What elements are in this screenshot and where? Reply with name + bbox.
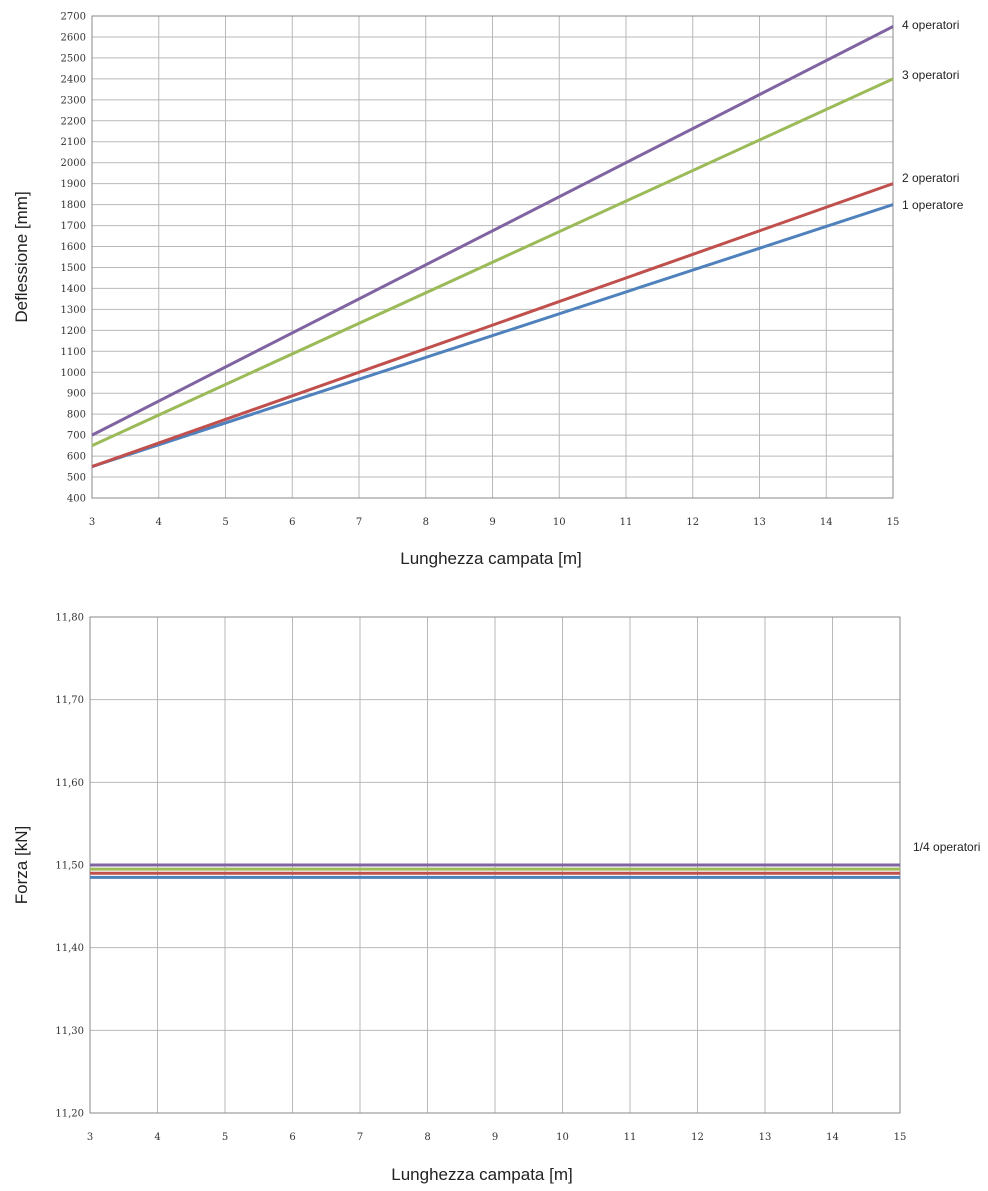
y-tick-label: 1000	[61, 368, 86, 379]
y-tick-label: 1600	[61, 242, 86, 253]
x-tick-labels: 3 4 5 6 7 8 9 10 11 12 13 14 15	[87, 1132, 907, 1143]
y-tick-label: 2600	[61, 32, 86, 43]
y-tick-label: 11,80	[55, 613, 84, 624]
y-tick-label: 1800	[61, 200, 86, 211]
series-labels: 1 operatore 2 operatori 3 operatori 4 opera…	[902, 18, 964, 212]
y-tick-label: 900	[67, 389, 86, 400]
y-tick-label: 2300	[61, 95, 86, 106]
x-tick-label: 3	[89, 517, 95, 528]
x-tick-label: 8	[424, 1132, 430, 1143]
y-tick-label: 1300	[61, 305, 86, 316]
series-lines	[91, 25, 894, 468]
y-tick-label: 800	[67, 410, 86, 421]
deflection-chart: 400 500 600 700 800 900 1000 1100 1200 1300 1400 15…	[12, 12, 964, 569]
y-tick-label: 1500	[61, 263, 86, 274]
y-tick-label: 1200	[61, 326, 86, 337]
y-tick-labels: 400 500 600 700 800 900 1000 1100 1200 1300 1400 15…	[61, 12, 86, 505]
y-tick-label: 1400	[61, 284, 86, 295]
x-tick-label: 11	[624, 1132, 637, 1143]
x-tick-label: 5	[222, 517, 228, 528]
x-tick-label: 13	[753, 517, 766, 528]
y-tick-label: 700	[67, 431, 86, 442]
x-tick-label: 14	[826, 1132, 839, 1143]
series-end-label: 4 operatori	[902, 18, 959, 32]
y-axis-label: Deflessione [mm]	[12, 191, 31, 322]
y-tick-label: 2200	[61, 116, 86, 127]
y-tick-label: 2100	[61, 137, 86, 148]
x-tick-label: 15	[887, 517, 900, 528]
y-tick-label: 1100	[61, 347, 86, 358]
y-tick-label: 2400	[61, 74, 86, 85]
y-tick-label: 11,50	[55, 861, 84, 872]
x-tick-label: 4	[156, 517, 162, 528]
x-axis-label: Lunghezza campata [m]	[391, 1165, 572, 1184]
series-line	[91, 203, 894, 468]
series-end-label: 1 operatore	[902, 198, 964, 212]
x-tick-label: 13	[759, 1132, 772, 1143]
series-line	[91, 77, 894, 447]
x-axis-label: Lunghezza campata [m]	[400, 549, 581, 568]
y-tick-label: 11,70	[55, 695, 84, 706]
y-tick-label: 2000	[61, 158, 86, 169]
x-tick-label: 6	[289, 517, 295, 528]
y-tick-label: 1700	[61, 221, 86, 232]
y-tick-label: 11,20	[55, 1109, 84, 1120]
x-tick-label: 5	[222, 1132, 228, 1143]
y-tick-label: 600	[67, 452, 86, 463]
y-tick-label: 11,30	[55, 1026, 84, 1037]
x-tick-label: 6	[289, 1132, 295, 1143]
x-tick-label: 11	[620, 517, 633, 528]
x-tick-label: 10	[553, 517, 566, 528]
x-tick-label: 4	[154, 1132, 160, 1143]
x-tick-label: 12	[691, 1132, 704, 1143]
series-end-label: 3 operatori	[902, 68, 959, 82]
series-annotation: 1/4 operatori	[913, 840, 980, 854]
force-chart: 11,20 11,30 11,40 11,50 11,60 11,70 11,80 3 4 5 6…	[12, 613, 980, 1185]
y-tick-label: 1900	[61, 179, 86, 190]
series-line	[91, 182, 894, 468]
x-tick-label: 7	[356, 517, 362, 528]
y-tick-label: 500	[67, 473, 86, 484]
series-end-label: 2 operatori	[902, 171, 959, 185]
x-tick-label: 7	[357, 1132, 363, 1143]
plot-frame	[91, 15, 894, 499]
y-tick-labels: 11,20 11,30 11,40 11,50 11,60 11,70 11,80	[55, 613, 84, 1120]
y-tick-label: 2700	[61, 12, 86, 23]
x-tick-label: 9	[492, 1132, 498, 1143]
x-tick-label: 10	[556, 1132, 569, 1143]
x-tick-label: 14	[820, 517, 833, 528]
x-tick-label: 9	[489, 517, 495, 528]
y-tick-label: 11,60	[55, 778, 84, 789]
x-tick-labels: 3 4 5 6 7 8 9 10 11 12 13 14 15	[89, 517, 900, 528]
y-tick-label: 11,40	[55, 943, 84, 954]
series-lines	[90, 863, 900, 879]
series-line	[91, 25, 894, 437]
x-tick-label: 8	[423, 517, 429, 528]
y-axis-label: Forza [kN]	[12, 826, 31, 904]
x-tick-label: 12	[686, 517, 699, 528]
y-tick-label: 400	[67, 494, 86, 505]
x-tick-label: 15	[894, 1132, 907, 1143]
x-tick-label: 3	[87, 1132, 93, 1143]
y-tick-label: 2500	[61, 53, 86, 64]
